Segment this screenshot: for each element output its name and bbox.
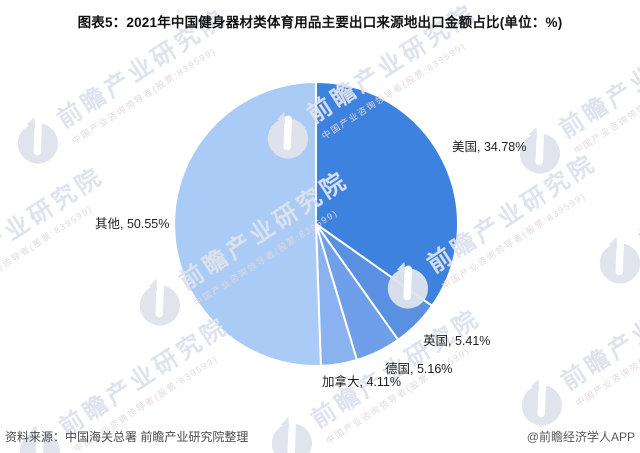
pie-slice-其他 <box>173 81 322 367</box>
pie-slice-美国 <box>315 81 459 307</box>
source-note: 资料来源：中国海关总署 前瞻产业研究院整理 <box>5 430 249 444</box>
pie-slices <box>173 81 459 367</box>
credit-note: @前瞻经济学人APP <box>526 430 635 444</box>
chart-title: 图表5：2021年中国健身器材类体育用品主要出口来源地出口金额占比(单位：%) <box>77 15 563 30</box>
